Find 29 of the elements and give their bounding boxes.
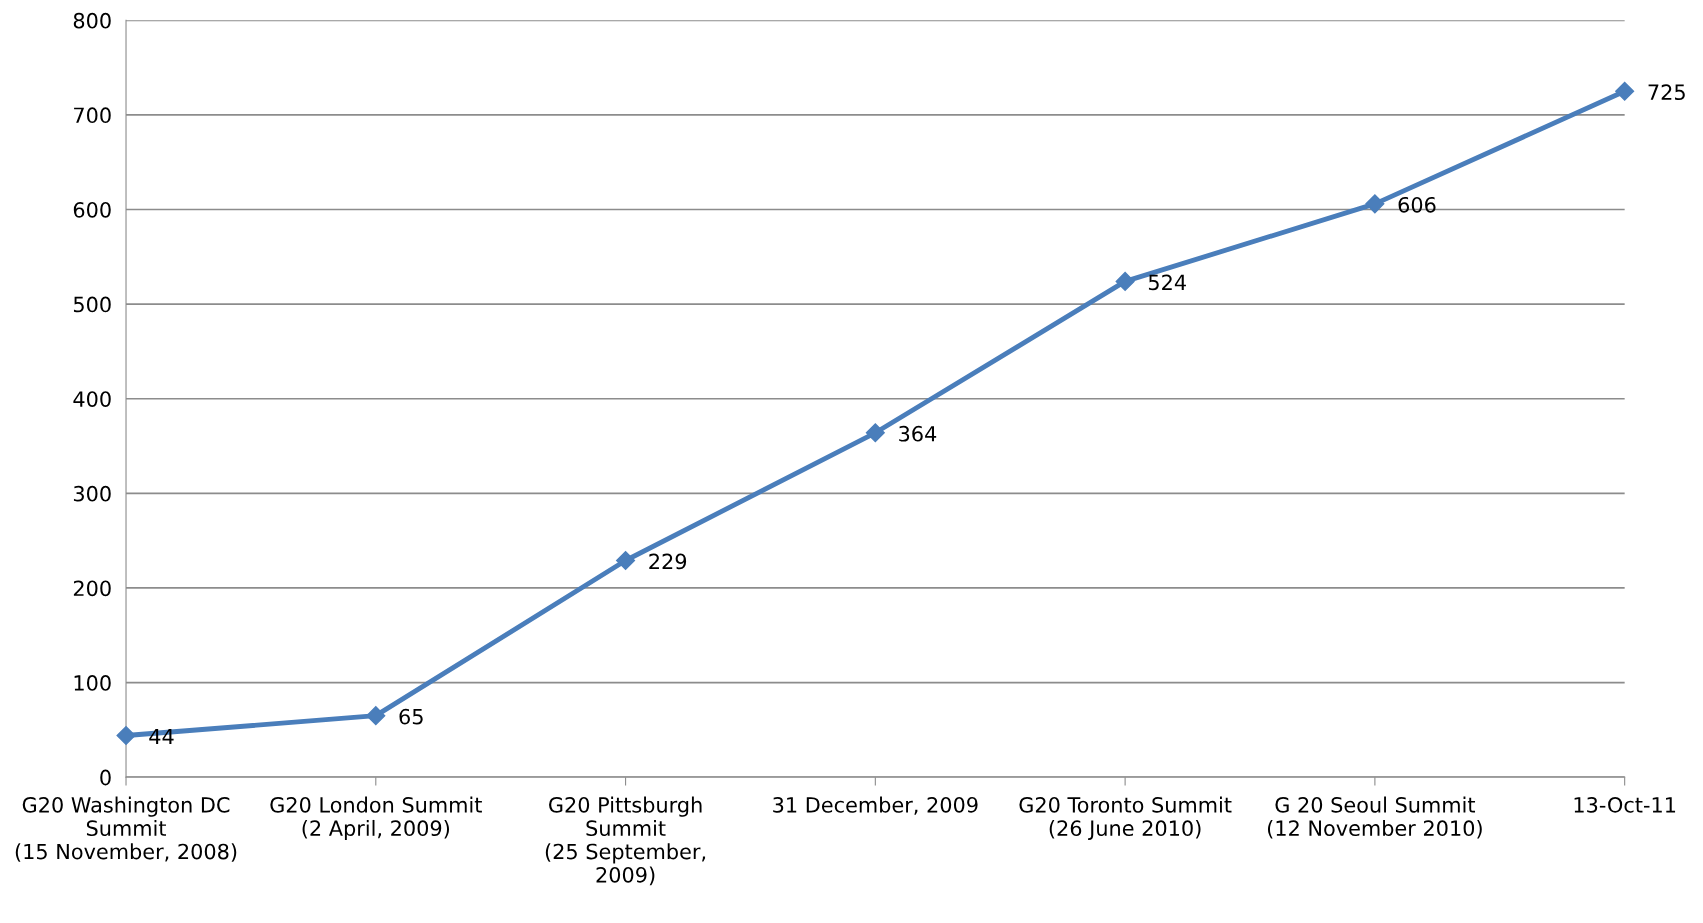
point <box>865 423 885 443</box>
point <box>1115 271 1135 291</box>
x-tick-label: G20 Toronto Summit (26 June 2010) <box>1019 796 1232 840</box>
data-label: 606 <box>1398 196 1436 213</box>
x-tick-label: G20 Pittsburgh Summit (25 September, 2009) <box>545 796 706 886</box>
y-tick-label: 200 <box>73 580 111 597</box>
y-tick-label: 800 <box>73 12 111 29</box>
x-tick-label: G20 London Summit (2 April, 2009) <box>270 796 482 841</box>
point <box>1365 194 1385 214</box>
data-label: 725 <box>1648 84 1685 101</box>
x-tick-label: G 20 Seoul Summit (12 November 2010) <box>1267 796 1482 839</box>
y-tick-label: 400 <box>73 391 111 407</box>
data-label: 229 <box>649 553 687 570</box>
point <box>116 726 136 746</box>
x-tick-label: 31 December, 2009 <box>773 796 978 815</box>
y-tick-label: 700 <box>74 107 111 124</box>
y-tick-label: 600 <box>73 201 111 218</box>
y-tick-label: 100 <box>74 675 111 691</box>
x-tick-label: G20 Washington DC Summit (15 November, 2008) <box>15 796 237 862</box>
data-label: 364 <box>899 425 937 442</box>
y-tick-label: 500 <box>73 296 111 313</box>
y-tick-label: 0 <box>100 769 111 786</box>
x-tick-label: 13-Oct-11 <box>1574 796 1676 813</box>
y-tick-label: 300 <box>73 485 111 502</box>
data-label: 524 <box>1148 274 1186 291</box>
point <box>366 706 386 726</box>
data-label: 65 <box>399 708 423 725</box>
point <box>1615 81 1635 101</box>
point <box>616 550 636 571</box>
